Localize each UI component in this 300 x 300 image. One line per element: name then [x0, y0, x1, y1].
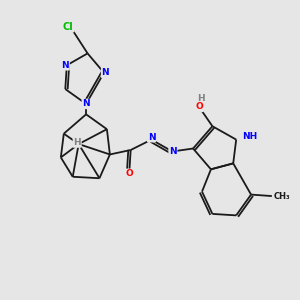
Text: N: N [102, 68, 109, 77]
Text: NH: NH [242, 132, 257, 141]
Text: O: O [195, 102, 203, 111]
Text: N: N [82, 99, 90, 108]
Text: H: H [197, 94, 204, 103]
Text: N: N [61, 61, 69, 70]
Text: CH₃: CH₃ [273, 192, 290, 201]
Text: O: O [125, 169, 133, 178]
Text: H: H [74, 138, 81, 147]
Text: Cl: Cl [63, 22, 74, 32]
Text: N: N [169, 147, 177, 156]
Text: N: N [148, 133, 155, 142]
